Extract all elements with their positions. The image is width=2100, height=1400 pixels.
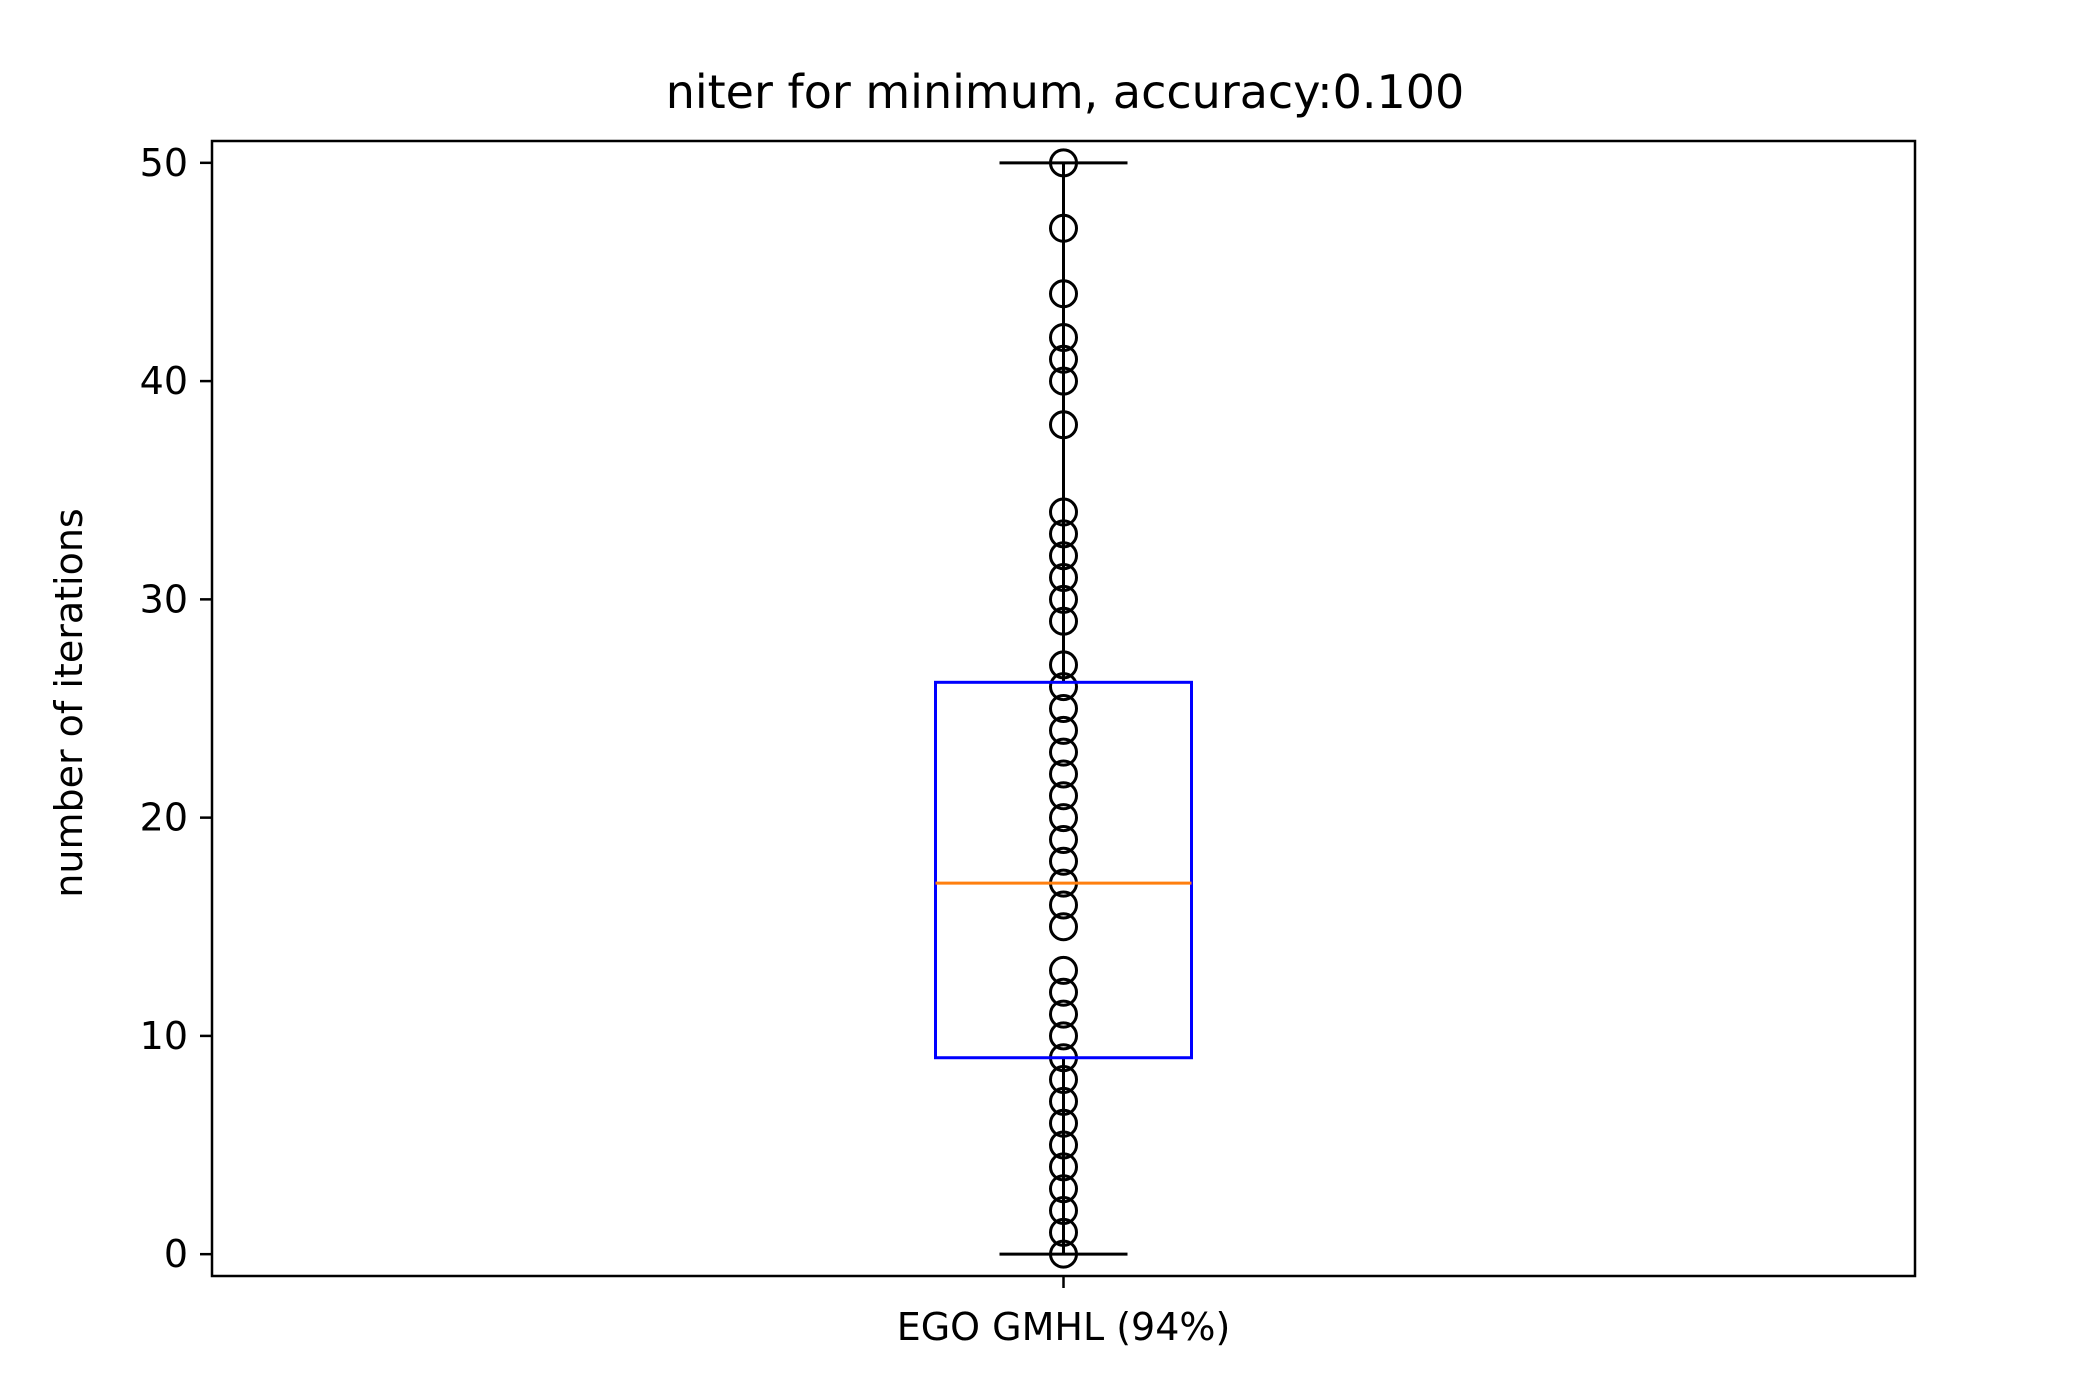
data-point xyxy=(1049,279,1078,309)
data-point xyxy=(1049,955,1078,985)
y-tick-label: 40 xyxy=(140,359,188,403)
y-axis-label: number of iterations xyxy=(47,508,91,897)
data-point xyxy=(1049,1086,1078,1116)
y-tick-label: 30 xyxy=(140,577,188,621)
plot-area: 0 10 20 30 40 50 EGO GMHL (94%) xyxy=(140,139,1917,1349)
data-point xyxy=(1049,497,1078,527)
data-point xyxy=(1049,213,1078,243)
data-point xyxy=(1049,584,1078,614)
data-point xyxy=(1049,672,1078,702)
data-point xyxy=(1049,1152,1078,1182)
data-point xyxy=(1049,759,1078,789)
data-point xyxy=(1049,1021,1078,1051)
iqr-box xyxy=(934,680,1193,1060)
data-point xyxy=(1049,410,1078,440)
data-point xyxy=(1049,803,1078,833)
data-point xyxy=(1049,737,1078,767)
data-point xyxy=(1049,694,1078,723)
data-point xyxy=(1049,366,1078,396)
data-point xyxy=(1049,1239,1078,1269)
data-point xyxy=(1049,519,1078,549)
y-tick-label: 10 xyxy=(140,1014,188,1058)
data-point xyxy=(1049,1196,1078,1226)
data-point xyxy=(1049,912,1078,942)
data-point xyxy=(1049,1217,1078,1247)
data-point xyxy=(1049,1108,1078,1138)
chart-title: niter for minimum, accuracy:0.100 xyxy=(666,65,1465,119)
data-point xyxy=(1049,890,1078,920)
data-point xyxy=(1049,1065,1078,1095)
data-point xyxy=(1049,781,1078,811)
data-point xyxy=(1049,322,1078,352)
data-point xyxy=(1049,344,1078,374)
data-point xyxy=(1049,148,1078,178)
data-point xyxy=(1049,977,1078,1007)
data-point xyxy=(1049,563,1078,593)
data-point xyxy=(1049,999,1078,1029)
data-point xyxy=(1049,846,1078,876)
y-tick-label: 20 xyxy=(140,796,188,840)
x-tick-label: EGO GMHL (94%) xyxy=(897,1305,1231,1349)
data-point xyxy=(1049,824,1078,854)
data-point xyxy=(1049,715,1078,745)
data-point xyxy=(1049,650,1078,680)
data-point xyxy=(1049,606,1078,636)
y-tick-label: 50 xyxy=(140,141,188,185)
y-tick-label: 0 xyxy=(164,1232,188,1276)
data-point xyxy=(1049,541,1078,571)
data-point xyxy=(1049,1174,1078,1204)
data-point xyxy=(1049,1130,1078,1160)
